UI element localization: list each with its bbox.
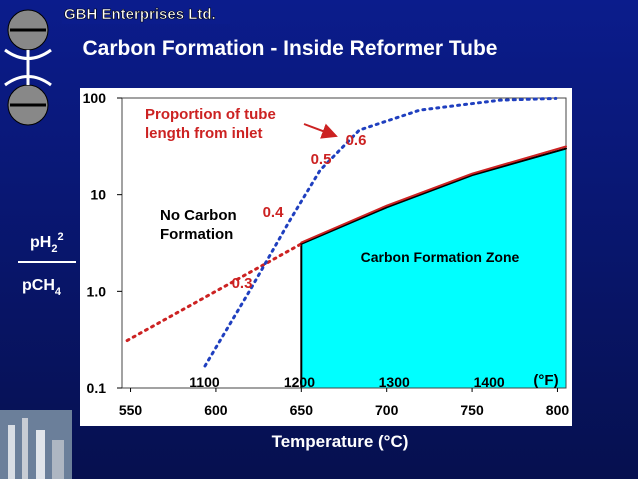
y-label-numerator: pH22 <box>30 231 64 255</box>
series-line <box>125 242 303 343</box>
x2-tick-label: 1100 <box>189 374 220 390</box>
series-line <box>300 145 567 244</box>
chart-title: Carbon Formation - Inside Reformer Tube <box>82 37 498 60</box>
y-label-denominator: pCH4 <box>22 277 62 298</box>
annotation: No Carbon Formation <box>160 207 237 243</box>
plot-frame <box>121 97 567 389</box>
y-label-sub: 2 <box>51 243 57 255</box>
x-tick-label: 550 <box>119 402 143 418</box>
x2-tick-label: 1400 <box>474 374 505 390</box>
series-line <box>203 96 558 368</box>
x2-tick-label: 1200 <box>284 374 315 390</box>
x2-tick-label: 1300 <box>379 374 410 390</box>
y-label-base: pH <box>30 234 51 251</box>
header-box <box>62 4 230 24</box>
plot: 0.1 1.0 10 100 550 600 650 700 750 800 1100 1200 130… <box>83 90 570 418</box>
x-tick-label: 650 <box>290 402 314 418</box>
y-tick-label: 100 <box>83 90 107 106</box>
x-tick-label: 800 <box>546 402 570 418</box>
point-label: 0.3 <box>232 275 253 292</box>
annotation: Carbon Formation Zone <box>361 249 520 265</box>
x2-axis-label: (°F) <box>533 372 558 389</box>
y-tick-label: 0.1 <box>87 380 107 396</box>
plant-image <box>0 410 72 479</box>
logo <box>4 9 52 126</box>
y-tick-label: 10 <box>90 187 106 203</box>
title-box: Carbon Formation - Inside Reformer Tube <box>82 37 498 60</box>
point-label: 0.4 <box>263 204 285 221</box>
annotation-arrow <box>303 123 338 139</box>
carbon-zone <box>301 148 566 388</box>
annotation-box: No Carbon Formation <box>160 207 237 243</box>
x-axis-label: Temperature (°C) <box>272 432 409 451</box>
x-tick-label: 600 <box>204 402 228 418</box>
y-label-sub: 4 <box>55 286 62 298</box>
header: GBH Enterprises Ltd. <box>64 6 216 23</box>
x-tick-label: 700 <box>375 402 399 418</box>
series-line <box>300 147 567 245</box>
point-label: 0.6 <box>346 132 367 149</box>
annotation-box: Proportion of tube length from inlet <box>145 106 276 142</box>
y-label-base: pCH <box>22 277 55 294</box>
x-tick-label: 750 <box>460 402 484 418</box>
y-label-sup: 2 <box>57 231 63 243</box>
point-label: 0.5 <box>311 151 332 168</box>
annotation: Proportion of tube length from inlet <box>145 106 276 142</box>
y-tick-label: 1.0 <box>87 283 107 299</box>
